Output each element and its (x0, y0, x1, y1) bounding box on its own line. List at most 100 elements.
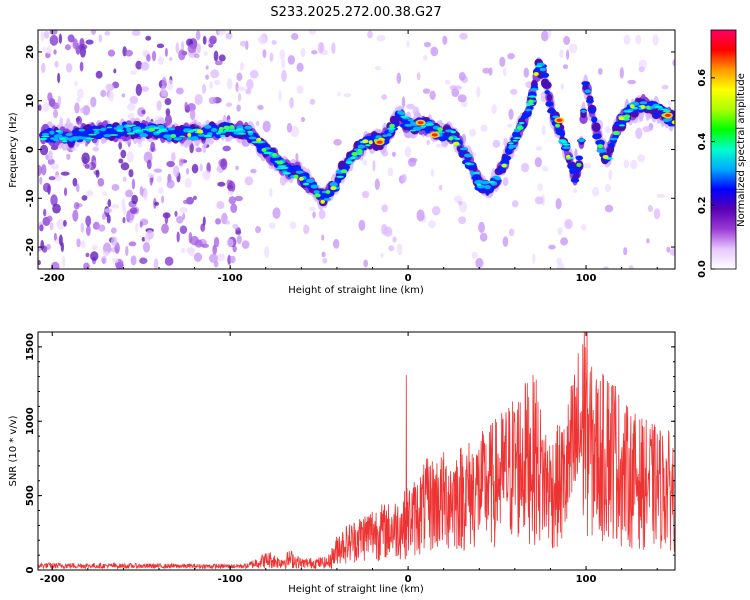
ridge-cell (53, 138, 60, 142)
ridge-cell (248, 136, 257, 140)
noise-speck (158, 186, 164, 195)
noise-speck (188, 231, 193, 244)
ridge-cell (295, 170, 304, 174)
noise-speck (318, 209, 326, 220)
noise-speck (226, 78, 233, 90)
noise-speck (217, 181, 226, 187)
ridge-cell (251, 141, 258, 144)
noise-speck (73, 202, 80, 210)
spectrogram-xlabel: Height of straight line (km) (288, 285, 424, 296)
ridge-hot-cell (533, 71, 539, 76)
ridge-cell (488, 180, 495, 184)
ridge-cell (323, 197, 332, 201)
noise-speck (189, 142, 194, 154)
noise-speck (322, 257, 328, 264)
ridge-peak (417, 121, 424, 125)
colorbar-tick-label: 0.6 (697, 69, 708, 87)
noise-speck (281, 69, 287, 82)
noise-speck (187, 43, 197, 54)
noise-speck (264, 246, 270, 259)
ridge-cell (584, 89, 592, 94)
ridge-peak (376, 140, 383, 144)
noise-speck (333, 238, 340, 249)
noise-speck (227, 180, 236, 193)
noise-speck (172, 165, 180, 178)
noise-speck (358, 219, 366, 231)
noise-speck (39, 176, 43, 185)
noise-speck (287, 54, 295, 65)
noise-speck (201, 243, 209, 249)
ridge-cell (130, 124, 136, 127)
noise-speck (203, 50, 208, 56)
noise-speck (381, 94, 388, 100)
noise-speck (102, 251, 110, 257)
ridge-cell (598, 149, 607, 153)
ridge-hot-cell (389, 123, 395, 128)
noise-speck (131, 178, 136, 190)
ridge-hot-cell (298, 176, 304, 181)
noise-speck (604, 204, 614, 213)
ridge-cell (512, 140, 519, 142)
noise-speck (555, 198, 562, 210)
ridge-hot-cell (320, 199, 325, 204)
noise-speck (309, 98, 316, 105)
ridge-hot-cell (276, 160, 284, 165)
noise-speck (43, 208, 47, 217)
noise-speck (209, 81, 213, 90)
noise-speck (49, 222, 54, 231)
noise-speck (479, 232, 488, 242)
ridge-cell (109, 134, 119, 136)
noise-speck (507, 52, 515, 60)
noise-speck (80, 107, 85, 114)
noise-speck (214, 60, 223, 66)
ridge-cell (262, 141, 269, 149)
noise-speck (135, 60, 143, 70)
noise-speck (239, 62, 244, 72)
noise-speck (95, 169, 100, 178)
noise-speck (236, 72, 243, 82)
noise-speck (319, 42, 324, 54)
ridge-cell (581, 109, 587, 113)
ridge-cell (469, 171, 476, 175)
ridge-cell (167, 127, 176, 131)
ridge-cell (100, 127, 106, 132)
chart-title: S233.2025.272.00.38.G27 (270, 5, 441, 20)
noise-speck (182, 199, 189, 204)
ridge-cell (464, 162, 472, 165)
noise-speck (308, 30, 317, 35)
noise-speck (189, 108, 196, 121)
noise-speck (278, 90, 282, 102)
ridge-hot-cell (597, 144, 604, 149)
noise-speck (113, 68, 117, 74)
ridge-cell (409, 129, 416, 132)
noise-speck (90, 251, 99, 261)
ridge-hot-cell (640, 104, 646, 109)
noise-speck (491, 103, 497, 114)
noise-speck (534, 157, 542, 168)
noise-speck (202, 170, 211, 181)
noise-speck (53, 175, 63, 182)
ridge-cell (654, 105, 663, 108)
noise-speck (250, 168, 257, 174)
noise-speck (130, 70, 138, 75)
ridge-hot-cell (357, 149, 363, 154)
noise-speck (209, 35, 217, 45)
ridge-hot-cell (618, 116, 625, 121)
snr-ytick-label: 500 (25, 485, 36, 506)
noise-speck (635, 127, 643, 140)
noise-speck (91, 244, 99, 251)
noise-speck (153, 168, 163, 173)
noise-speck (42, 101, 50, 112)
noise-speck (638, 66, 645, 73)
noise-speck (234, 195, 243, 202)
noise-speck (451, 88, 460, 97)
noise-speck (40, 30, 45, 42)
ridge-cell (388, 129, 395, 133)
noise-speck (49, 30, 58, 35)
ridge-cell (357, 144, 366, 149)
noise-speck (90, 96, 97, 108)
noise-speck (381, 204, 388, 213)
noise-speck (623, 159, 630, 169)
noise-speck (469, 129, 477, 137)
colorbar-tick-label: 0.2 (697, 196, 708, 214)
